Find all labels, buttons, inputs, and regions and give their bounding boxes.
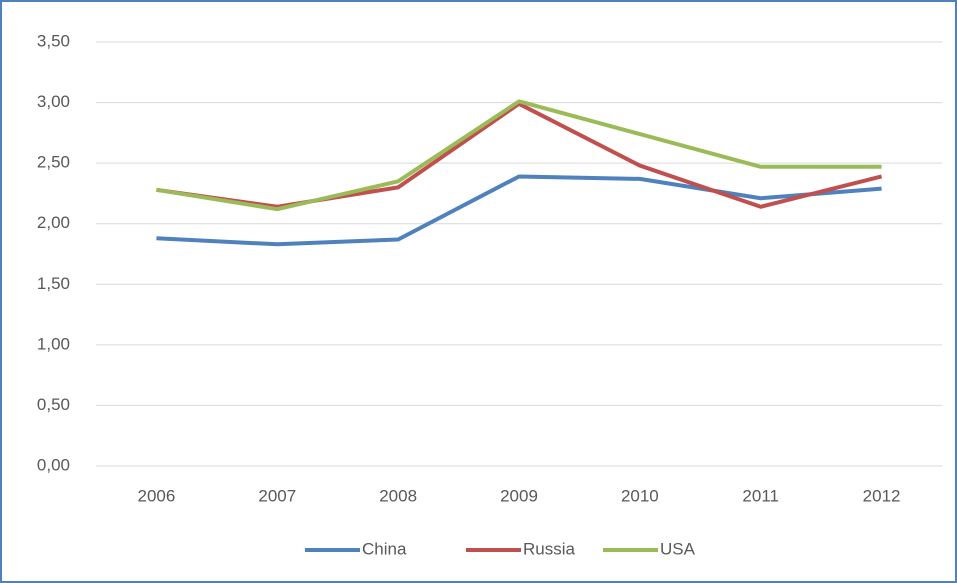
y-tick-label: 0,50 xyxy=(37,395,70,414)
x-tick-label: 2007 xyxy=(258,486,296,505)
y-tick-label: 0,00 xyxy=(37,455,70,474)
series-line xyxy=(156,99,882,212)
x-tick-label: 2011 xyxy=(742,486,779,505)
y-tick-label: 3,50 xyxy=(37,31,70,50)
x-tick-label: 2008 xyxy=(379,486,417,505)
x-tick-label: 2009 xyxy=(500,486,538,505)
y-tick-label: 2,50 xyxy=(37,153,70,172)
y-tick-label: 3,00 xyxy=(37,92,70,111)
y-tick-label: 1,50 xyxy=(37,274,70,293)
series-line xyxy=(156,174,882,247)
y-tick-label: 1,00 xyxy=(37,334,70,353)
legend-label: USA xyxy=(660,539,696,558)
legend-label: Russia xyxy=(523,539,576,558)
x-tick-label: 2010 xyxy=(621,486,659,505)
series-line xyxy=(156,101,883,209)
x-tick-label: 2006 xyxy=(138,486,176,505)
y-tick-label: 2,00 xyxy=(37,213,70,232)
legend-label: China xyxy=(362,539,407,558)
x-tick-label: 2012 xyxy=(863,486,901,505)
